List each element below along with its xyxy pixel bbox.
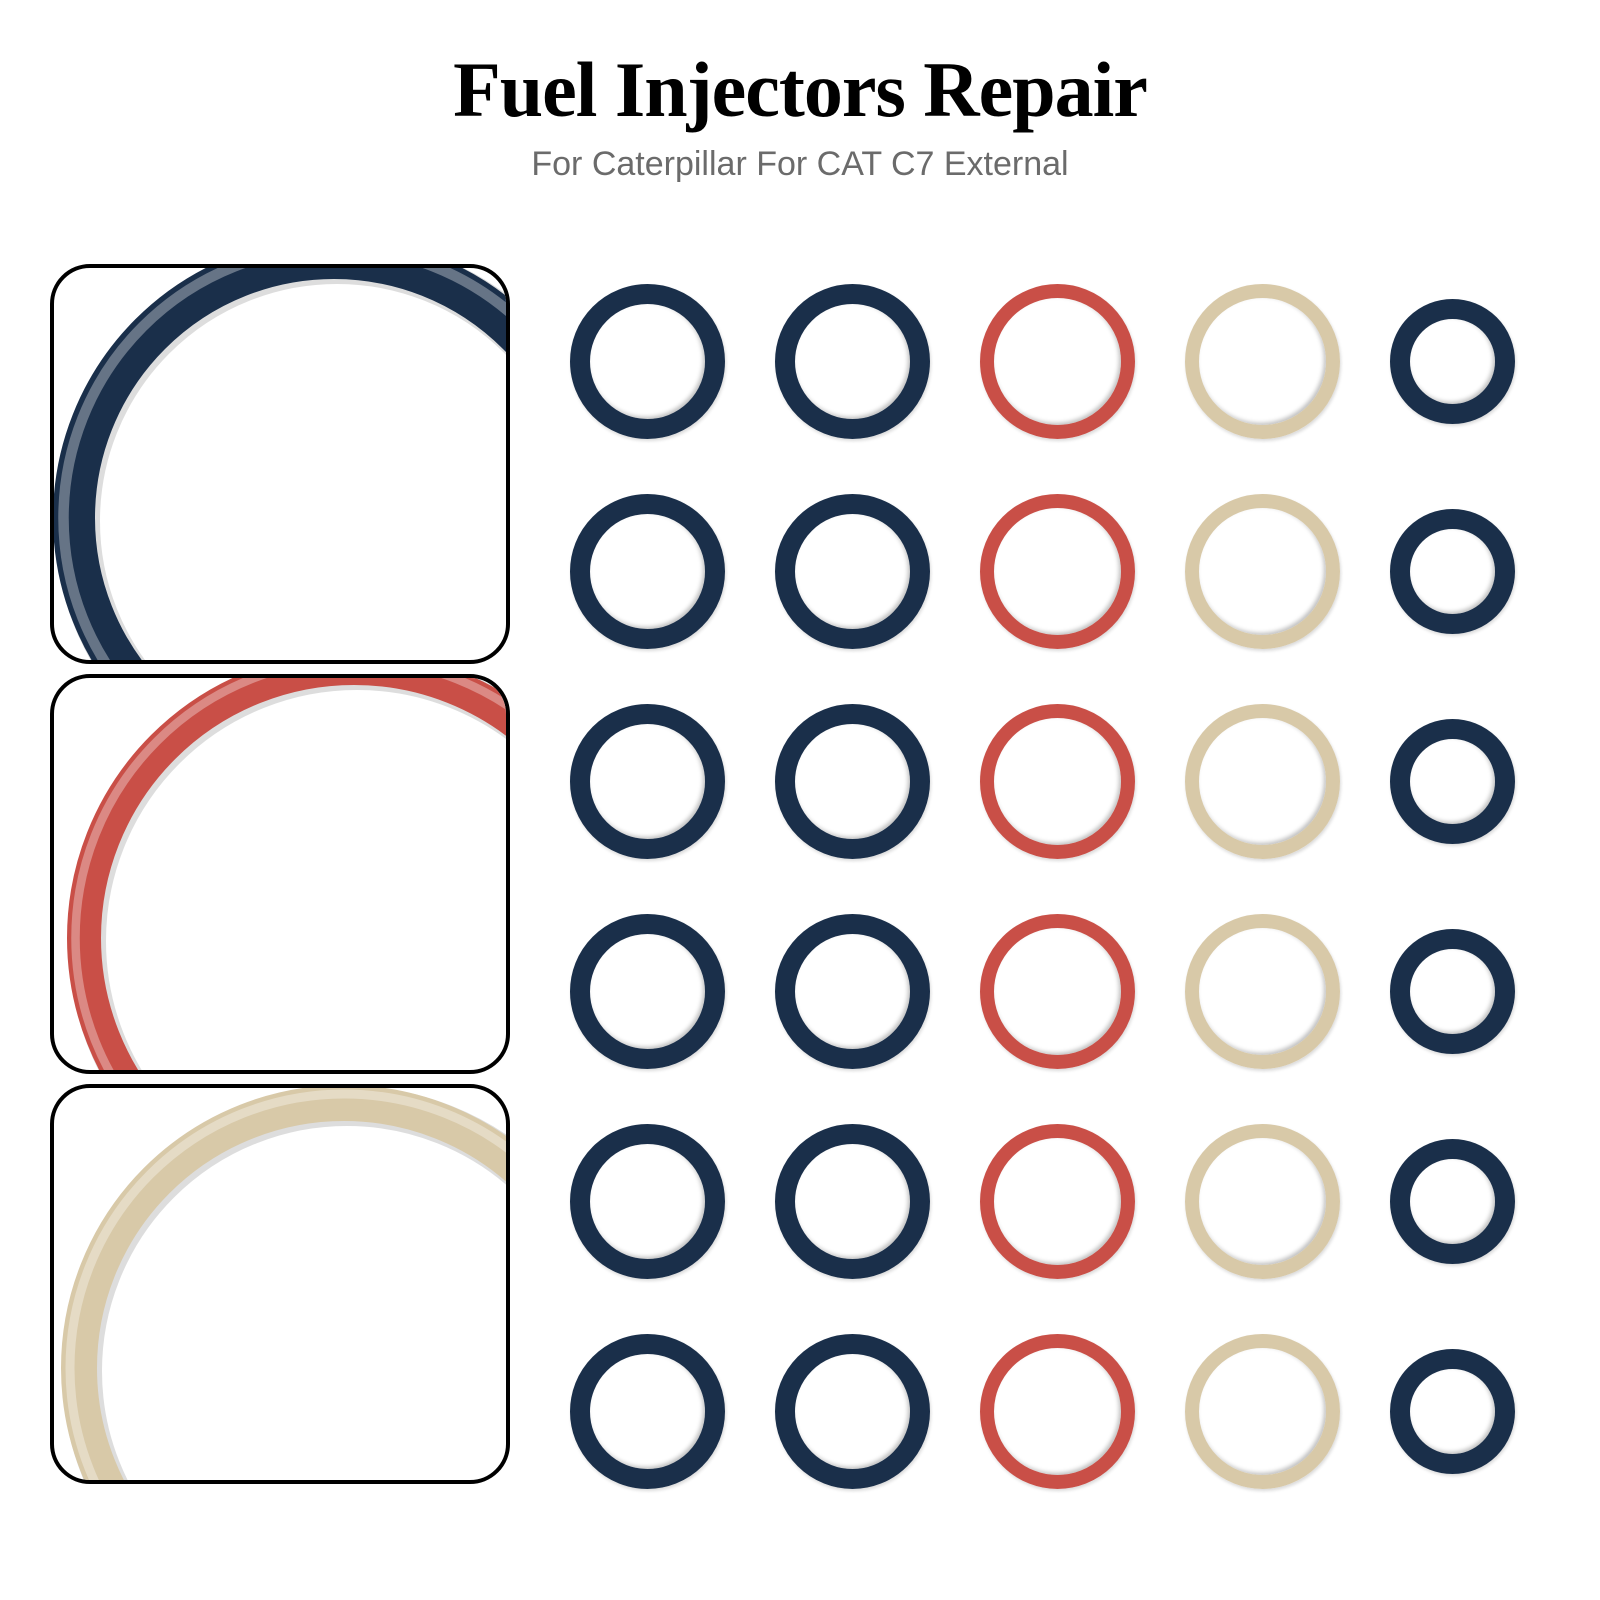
beige-ring [1185,914,1340,1069]
ring-grid [530,264,1550,1544]
ring-row [570,704,1550,859]
navy-large-2 [775,284,930,439]
ring-row [570,284,1550,439]
beige-ring [1185,284,1340,439]
page-title: Fuel Injectors Repair [0,45,1600,135]
navy-small [1390,929,1515,1054]
navy-small [1390,509,1515,634]
navy-large-2 [775,704,930,859]
content-area [0,264,1600,1544]
ring-row [570,494,1550,649]
ring-row [570,1334,1550,1489]
navy-small [1390,1139,1515,1264]
navy-large-2 [775,1124,930,1279]
red-ring [980,284,1135,439]
navy-large-1 [570,1124,725,1279]
beige-ring [1185,704,1340,859]
ring-row [570,914,1550,1069]
header: Fuel Injectors Repair For Caterpillar Fo… [0,0,1600,184]
navy-large-1 [570,1334,725,1489]
navy-large-2 [775,914,930,1069]
detail-panel-1 [50,674,510,1074]
beige-ring [1185,1334,1340,1489]
red-ring [980,704,1135,859]
navy-large-2 [775,494,930,649]
beige-ring [1185,494,1340,649]
detail-arc-icon [54,268,510,664]
detail-panel-0 [50,264,510,664]
detail-panels-column [50,264,530,1544]
navy-large-1 [570,284,725,439]
red-ring [980,1334,1135,1489]
navy-large-1 [570,914,725,1069]
red-ring [980,494,1135,649]
navy-small [1390,719,1515,844]
navy-large-2 [775,1334,930,1489]
detail-arc-icon [54,678,510,1074]
navy-small [1390,299,1515,424]
navy-large-1 [570,494,725,649]
red-ring [980,1124,1135,1279]
page-subtitle: For Caterpillar For CAT C7 External [0,145,1600,184]
detail-panel-2 [50,1084,510,1484]
ring-row [570,1124,1550,1279]
beige-ring [1185,1124,1340,1279]
navy-small [1390,1349,1515,1474]
detail-arc-icon [54,1088,510,1484]
navy-large-1 [570,704,725,859]
red-ring [980,914,1135,1069]
